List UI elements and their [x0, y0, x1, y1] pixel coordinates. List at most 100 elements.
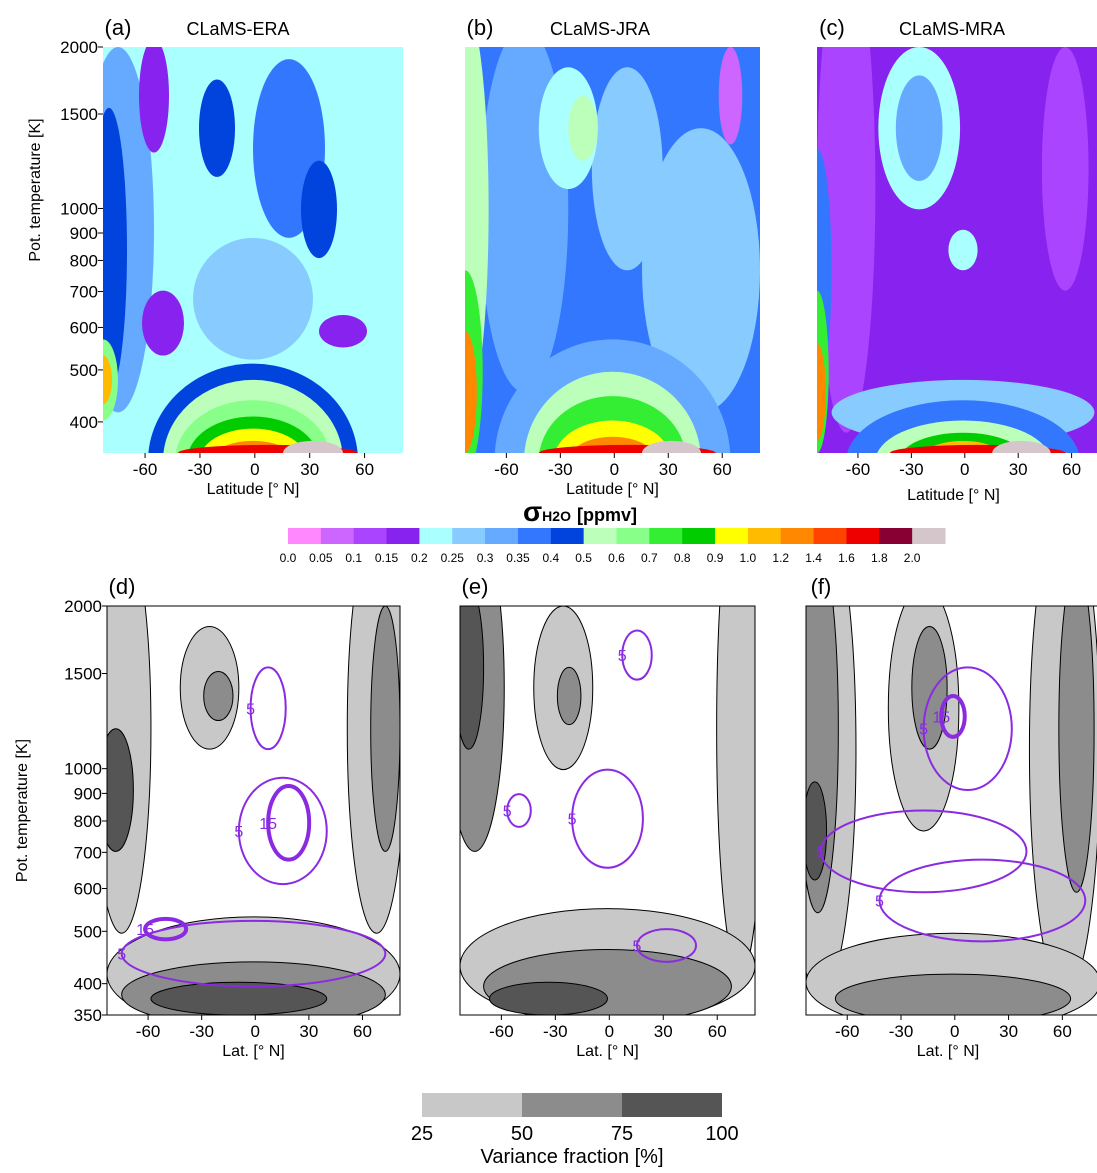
- contour-fill: [103, 107, 127, 393]
- y-tick-label: 2000: [60, 38, 98, 57]
- plot-area: [817, 47, 1097, 453]
- colorbar-label: 0.6: [608, 551, 625, 565]
- contour-label: 15: [136, 922, 154, 939]
- colorbar-box: [452, 528, 486, 544]
- x-tick-label: -30: [188, 460, 213, 479]
- panel-label: (c): [819, 15, 845, 40]
- x-tick-label: 60: [713, 460, 732, 479]
- variance-fill: [834, 973, 1072, 1015]
- y-tick-label: 400: [70, 413, 98, 432]
- contour-line: [506, 793, 532, 828]
- y-tick-label: 800: [74, 812, 102, 831]
- contour-fill: [465, 331, 477, 453]
- x-tick-label: -60: [136, 1022, 161, 1041]
- y-tick-label: 2000: [64, 597, 102, 616]
- colorbar-label: 0.35: [506, 551, 530, 565]
- contour-line: [636, 928, 697, 963]
- y-tick-label: 700: [74, 843, 102, 862]
- y-tick-label: 1500: [64, 665, 102, 684]
- plot-area: [465, 47, 760, 453]
- contour-line: [120, 919, 387, 988]
- contour-fill: [817, 343, 826, 441]
- title-symbol: σ: [523, 496, 542, 527]
- contour-line: [249, 666, 287, 751]
- colorbar-label: 1.2: [772, 551, 789, 565]
- contour-label: 5: [568, 812, 577, 829]
- x-tick-label: -60: [494, 460, 519, 479]
- contour-fill: [142, 290, 184, 356]
- variance-label: 100: [705, 1123, 738, 1145]
- variance-label: 25: [411, 1123, 433, 1145]
- x-tick-label: 0: [610, 460, 619, 479]
- colorbar-box: [320, 528, 355, 544]
- x-axis-label: Latitude [° N]: [566, 481, 659, 498]
- colorbar-box: [813, 528, 847, 544]
- x-tick-label: 30: [659, 460, 678, 479]
- x-tick-label: 60: [1053, 1022, 1072, 1041]
- contour-label: 5: [618, 648, 627, 665]
- y-axis-label: Pot. temperature [K]: [27, 118, 44, 261]
- variance-fill: [806, 781, 828, 881]
- colorbar-box: [583, 528, 617, 544]
- colorbar-label: 0.8: [674, 551, 691, 565]
- contour-line: [237, 776, 328, 886]
- contour-line: [571, 768, 644, 869]
- panel-title: CLaMS-JRA: [550, 19, 650, 39]
- colorbar-box: [517, 528, 552, 544]
- contour-fill: [103, 355, 112, 405]
- colorbar-box: [485, 528, 519, 544]
- colorbar-label: 1.6: [838, 551, 855, 565]
- contour-label: 15: [259, 816, 277, 833]
- plot-frame: [459, 605, 756, 1016]
- panel-label: (b): [467, 15, 494, 40]
- plot-area: [103, 47, 403, 453]
- y-tick-label: 400: [74, 975, 102, 994]
- contour-line: [819, 809, 1028, 894]
- x-tick-label: -30: [189, 1022, 214, 1041]
- contour-label: 5: [633, 938, 642, 955]
- colorbar-box: [879, 528, 913, 544]
- variance-fill: [460, 606, 485, 750]
- plot-frame: [106, 605, 401, 1016]
- colorbar-label: 0.7: [641, 551, 658, 565]
- contour-label: 5: [919, 722, 928, 739]
- colorbar-box: [419, 528, 453, 544]
- x-tick-label: 0: [960, 460, 969, 479]
- y-tick-label: 800: [70, 251, 98, 270]
- x-tick-label: 60: [708, 1022, 727, 1041]
- contour-fill: [319, 314, 367, 348]
- contour-fill: [642, 128, 760, 413]
- contour-line: [266, 783, 312, 862]
- colorbar-box: [353, 528, 388, 544]
- x-tick-label: 0: [251, 1022, 260, 1041]
- x-tick-label: -30: [889, 1022, 914, 1041]
- colorbar-box: [747, 528, 782, 544]
- colorbar-label: 0.3: [477, 551, 494, 565]
- variance-fill: [150, 981, 328, 1015]
- y-tick-label: 1500: [60, 105, 98, 124]
- colorbar-label: 1.8: [871, 551, 888, 565]
- plot-area: 5 5 5 5: [460, 606, 755, 1015]
- contour-line: [878, 858, 1087, 943]
- colorbar-box: [780, 528, 815, 544]
- variance-box: [422, 1093, 522, 1117]
- x-tick-label: 60: [1062, 460, 1081, 479]
- x-tick-label: -30: [548, 460, 573, 479]
- contour-label: 5: [234, 824, 243, 841]
- colorbar-label: 0.25: [441, 551, 465, 565]
- plot-frame: [805, 605, 1097, 1016]
- y-tick-label: 700: [70, 283, 98, 302]
- x-tick-label: 30: [1009, 460, 1028, 479]
- colorbar-label: 0.2: [411, 551, 428, 565]
- colorbar-label: 0.1: [345, 551, 362, 565]
- variance-fill: [556, 666, 582, 726]
- colorbar-label: 2.0: [904, 551, 921, 565]
- contour-line: [621, 629, 653, 681]
- colorbar-box: [715, 528, 749, 544]
- contour-fill: [642, 440, 701, 453]
- variance-fill: [1058, 606, 1095, 893]
- panel-title: CLaMS-MRA: [899, 19, 1005, 39]
- contour-label: 15: [932, 709, 950, 726]
- x-tick-label: -60: [835, 1022, 860, 1041]
- x-tick-label: -30: [543, 1022, 568, 1041]
